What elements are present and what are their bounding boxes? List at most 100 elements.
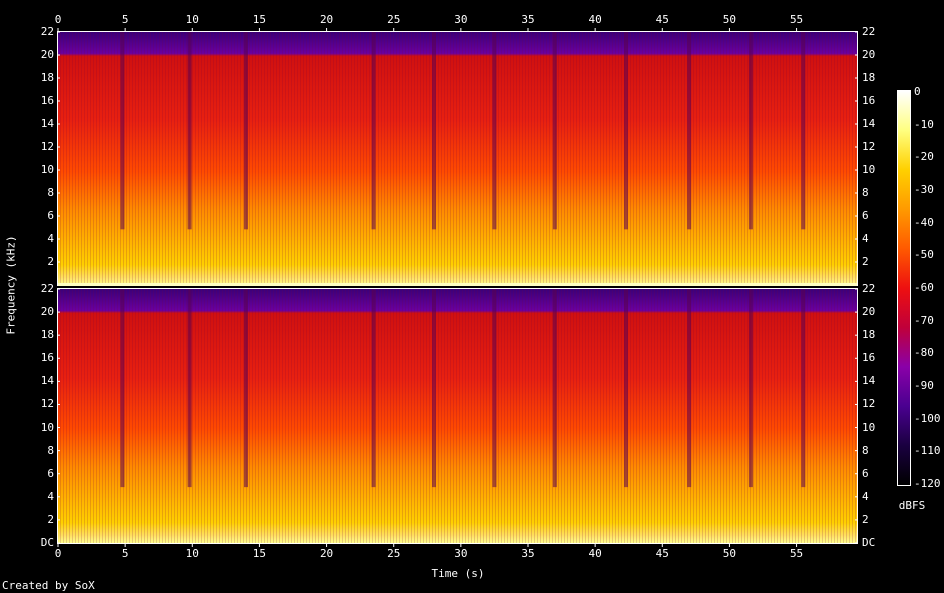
colorbar-label: dBFS [898,499,926,512]
y-tick-right-ch1-14: 14 [862,117,876,130]
y-tick-left-ch2-DC: DC [40,536,54,549]
x-tick-bottom-50: 50 [722,547,737,560]
y-tick-right-ch1-18: 18 [862,71,876,84]
y-tick-left-ch1-12: 12 [40,140,54,153]
y-tick-right-ch1-6: 6 [862,209,869,222]
x-tick-bottom-40: 40 [588,547,602,560]
x-tick-bottom-55: 55 [789,547,804,560]
y-tick-right-ch1-4: 4 [862,232,869,245]
x-tick-top-45: 45 [655,13,669,26]
colorbar-tick--60: -60 [914,281,934,294]
x-tick-bottom-25: 25 [387,547,401,560]
x-tick-top-20: 20 [319,13,334,26]
quiet-dip-ch2-2 [244,289,248,488]
y-tick-left-ch2-16: 16 [40,351,54,365]
y-tick-right-ch2-DC: DC [862,536,876,549]
y-tick-left-ch1-14: 14 [40,117,54,130]
x-tick-top-15: 15 [252,13,267,26]
y-tick-left-ch2-10: 10 [40,420,54,434]
y-tick-right-ch2-2: 2 [862,512,869,526]
y-tick-left-ch2-4: 4 [47,489,54,503]
x-tick-bottom-30: 30 [454,547,468,560]
quiet-dip-ch2-4 [432,289,436,488]
y-tick-left-ch1-22: 22 [40,25,54,38]
y-tick-left-ch2-8: 8 [47,443,54,457]
quiet-dip-ch1-0 [120,32,125,230]
colorbar-tick--100: -100 [914,411,941,425]
colorbar-gradient [898,91,910,485]
channel-separator-line [58,283,857,286]
y-tick-left-ch1-4: 4 [47,232,54,245]
quiet-dip-ch2-6 [552,289,557,488]
quiet-dip-ch1-9 [748,32,753,230]
x-tick-top-10: 10 [185,13,199,26]
y-tick-right-ch2-10: 10 [862,420,876,434]
y-tick-left-ch2-22: 22 [40,282,54,295]
colorbar-tick--110: -110 [914,444,941,458]
colorbar-tick--120: -120 [914,477,941,490]
quiet-dip-ch2-3 [371,289,376,488]
x-tick-top-35: 35 [521,13,535,26]
x-tick-top-30: 30 [454,13,468,26]
y-tick-left-ch1-16: 16 [40,94,54,107]
colorbar-tick--20: -20 [914,150,934,164]
x-tick-top-25: 25 [387,13,401,26]
y-tick-left-ch2-12: 12 [40,397,54,411]
colorbar-tick-0: 0 [914,85,921,98]
x-tick-bottom-5: 5 [121,547,129,560]
x-tick-top-50: 50 [722,13,737,26]
y-tick-right-ch1-22: 22 [862,25,876,38]
x-tick-top-55: 55 [789,13,804,26]
x-tick-top-40: 40 [588,13,602,26]
y-tick-right-ch2-6: 6 [862,466,869,480]
x-tick-top-5: 5 [121,13,129,26]
colorbar-tick--30: -30 [914,183,934,196]
quiet-dip-ch2-7 [624,289,629,488]
y-tick-right-ch2-22: 22 [862,282,876,295]
y-tick-left-ch1-8: 8 [47,186,54,199]
quiet-dip-ch1-5 [492,32,497,230]
y-tick-right-ch2-18: 18 [862,328,876,342]
colorbar [897,90,911,486]
colorbar-tick--10: -10 [914,117,934,131]
y-tick-right-ch1-2: 2 [862,255,869,268]
y-tick-left-ch1-2: 2 [47,255,54,268]
colorbar-tick--40: -40 [914,215,934,229]
y-axis-label: Frequency (kHz) [4,235,18,335]
spectrogram-texture-ch2 [58,289,857,543]
y-tick-right-ch2-20: 20 [862,305,876,319]
y-tick-left-ch1-6: 6 [47,209,54,222]
x-tick-bottom-45: 45 [655,547,669,560]
x-tick-bottom-35: 35 [521,547,535,560]
quiet-dip-ch1-2 [244,32,248,230]
quiet-dip-ch2-5 [492,289,497,488]
credit-text: Created by SoX [2,579,95,592]
y-tick-left-ch2-14: 14 [40,374,54,388]
y-tick-left-ch2-6: 6 [47,466,54,480]
quiet-dip-ch1-1 [187,32,192,230]
x-tick-bottom-20: 20 [319,547,334,560]
y-tick-right-ch1-16: 16 [862,94,876,107]
y-tick-left-ch1-18: 18 [40,71,54,84]
spectrogram-channel-2 [57,288,858,544]
quiet-dip-ch1-8 [687,32,692,230]
y-tick-right-ch1-20: 20 [862,48,876,61]
quiet-dip-ch1-10 [801,32,806,230]
x-tick-bottom-10: 10 [185,547,199,560]
quiet-dip-ch2-10 [801,289,806,488]
quiet-dip-ch1-3 [371,32,376,230]
x-tick-top-0: 0 [54,13,62,26]
y-tick-left-ch1-20: 20 [40,48,54,61]
x-axis-label: Time (s) [431,567,485,580]
quiet-dip-ch1-7 [624,32,629,230]
x-tick-bottom-0: 0 [54,547,62,560]
y-tick-right-ch2-4: 4 [862,489,869,503]
colorbar-tick--90: -90 [914,379,934,392]
y-tick-left-ch2-2: 2 [47,512,54,526]
quiet-dip-ch2-9 [748,289,753,488]
colorbar-tick--70: -70 [914,313,934,327]
colorbar-tick--50: -50 [914,248,934,262]
spectrogram-texture-ch1 [58,32,857,285]
y-tick-right-ch2-12: 12 [862,397,876,411]
